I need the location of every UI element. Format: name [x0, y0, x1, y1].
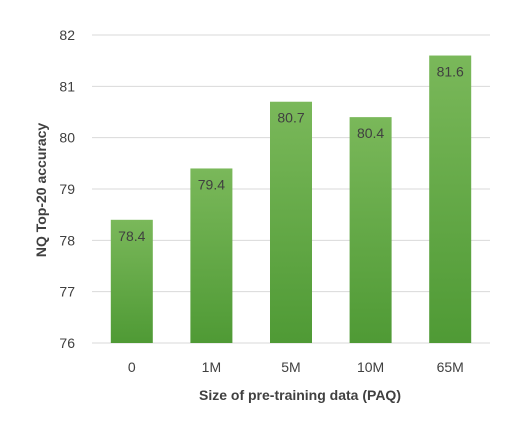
data-label: 81.6 [437, 64, 464, 80]
x-tick-label: 10M [357, 359, 384, 375]
x-axis-title: Size of pre-training data (PAQ) [199, 387, 401, 403]
y-tick-label: 80 [59, 130, 75, 146]
y-tick-label: 82 [59, 27, 75, 43]
x-tick-label: 5M [281, 359, 300, 375]
data-labels: 78.4 79.4 80.7 80.4 81.6 [118, 64, 464, 244]
bar-0 [110, 219, 153, 343]
data-label: 80.4 [357, 125, 384, 141]
x-tick-label: 1M [202, 359, 221, 375]
y-tick-label: 77 [59, 284, 75, 300]
bar-65M [429, 55, 472, 344]
data-label: 80.7 [277, 110, 304, 126]
x-tick-label: 0 [128, 359, 136, 375]
data-label: 78.4 [118, 228, 145, 244]
y-axis-ticks: 76 77 78 79 80 81 82 [59, 27, 75, 351]
bar-10M [349, 117, 392, 343]
y-tick-label: 76 [59, 335, 75, 351]
bar-1M [190, 168, 233, 343]
y-tick-label: 81 [59, 78, 75, 94]
y-axis-title: NQ Top-20 accuracy [33, 123, 49, 258]
bars [110, 55, 472, 344]
x-axis-ticks: 0 1M 5M 10M 65M [128, 359, 464, 375]
x-tick-label: 65M [437, 359, 464, 375]
data-label: 79.4 [198, 176, 225, 192]
bar-5M [270, 101, 312, 343]
y-tick-label: 79 [59, 181, 75, 197]
y-tick-label: 78 [59, 232, 75, 248]
